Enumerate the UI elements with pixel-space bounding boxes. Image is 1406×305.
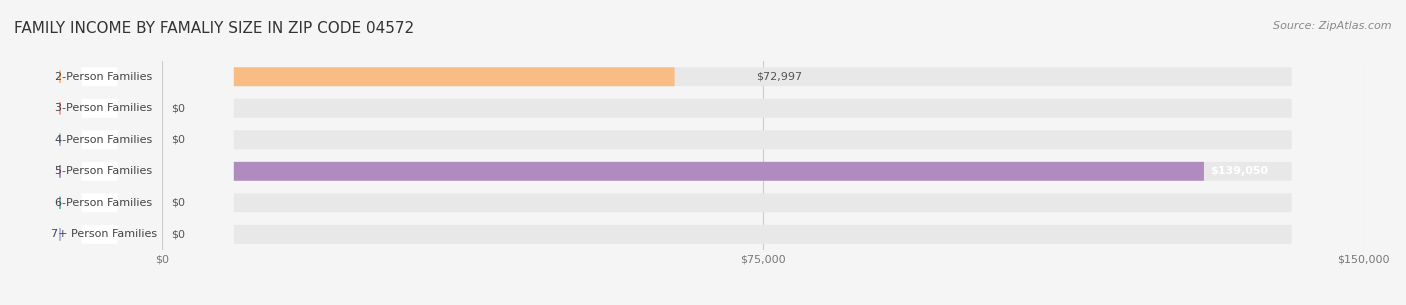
- Text: 5-Person Families: 5-Person Families: [55, 166, 152, 176]
- FancyBboxPatch shape: [82, 67, 118, 86]
- FancyBboxPatch shape: [233, 193, 1292, 212]
- Text: $0: $0: [172, 135, 186, 145]
- FancyBboxPatch shape: [82, 130, 118, 149]
- FancyBboxPatch shape: [233, 130, 1292, 149]
- FancyBboxPatch shape: [233, 162, 1204, 181]
- FancyBboxPatch shape: [82, 193, 118, 212]
- Text: $0: $0: [172, 198, 186, 208]
- Text: FAMILY INCOME BY FAMALIY SIZE IN ZIP CODE 04572: FAMILY INCOME BY FAMALIY SIZE IN ZIP COD…: [14, 21, 415, 36]
- Text: $0: $0: [172, 229, 186, 239]
- Text: 6-Person Families: 6-Person Families: [55, 198, 152, 208]
- Text: Source: ZipAtlas.com: Source: ZipAtlas.com: [1274, 21, 1392, 31]
- FancyBboxPatch shape: [233, 225, 1292, 244]
- FancyBboxPatch shape: [233, 99, 1292, 118]
- Text: $72,997: $72,997: [756, 72, 803, 82]
- Text: $139,050: $139,050: [1211, 166, 1268, 176]
- Text: 7+ Person Families: 7+ Person Families: [51, 229, 156, 239]
- FancyBboxPatch shape: [82, 162, 118, 181]
- Text: 2-Person Families: 2-Person Families: [55, 72, 152, 82]
- Text: $0: $0: [172, 103, 186, 113]
- Text: 4-Person Families: 4-Person Families: [55, 135, 152, 145]
- FancyBboxPatch shape: [233, 67, 675, 86]
- FancyBboxPatch shape: [233, 162, 1292, 181]
- FancyBboxPatch shape: [233, 67, 1292, 86]
- Text: 3-Person Families: 3-Person Families: [55, 103, 152, 113]
- FancyBboxPatch shape: [82, 225, 118, 244]
- FancyBboxPatch shape: [82, 99, 118, 118]
